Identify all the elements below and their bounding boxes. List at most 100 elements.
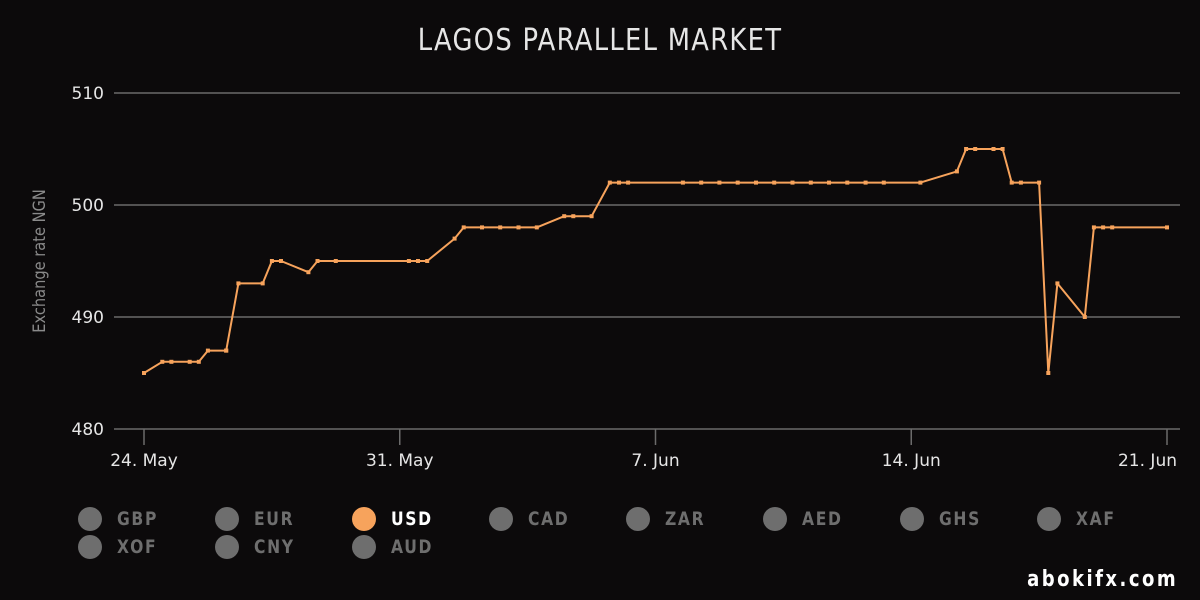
data-point[interactable] xyxy=(991,147,996,151)
data-point[interactable] xyxy=(160,359,165,364)
data-point[interactable] xyxy=(333,259,338,263)
data-point[interactable] xyxy=(954,169,959,174)
data-point[interactable] xyxy=(205,348,210,353)
data-point[interactable] xyxy=(680,180,685,185)
data-point[interactable] xyxy=(964,147,969,151)
data-point[interactable] xyxy=(571,214,576,219)
data-point[interactable] xyxy=(1009,180,1014,185)
legend-item-gbp[interactable]: GBP xyxy=(78,506,167,532)
grid-layer: 480 490 500 510 xyxy=(72,84,1180,440)
legend-label: XOF xyxy=(117,536,158,558)
data-point[interactable] xyxy=(607,180,612,185)
credit-watermark: abokifx.com xyxy=(1027,567,1178,592)
data-point[interactable] xyxy=(1165,225,1169,230)
data-point[interactable] xyxy=(142,371,146,375)
data-point[interactable] xyxy=(534,225,539,230)
data-point[interactable] xyxy=(1018,180,1023,185)
legend-marker-icon xyxy=(1037,507,1061,531)
data-point[interactable] xyxy=(516,225,521,230)
data-point[interactable] xyxy=(881,180,886,185)
x-tick-label: 24. May xyxy=(110,451,178,471)
data-point[interactable] xyxy=(315,259,320,263)
data-point[interactable] xyxy=(626,180,631,185)
legend-marker-icon xyxy=(352,535,376,559)
data-point[interactable] xyxy=(169,359,174,364)
legend-item-usd[interactable]: USD xyxy=(352,506,442,532)
data-point[interactable] xyxy=(196,359,201,364)
legend-item-cad[interactable]: CAD xyxy=(489,506,578,532)
data-point[interactable] xyxy=(236,281,241,286)
data-point[interactable] xyxy=(187,359,192,364)
legend-item-aed[interactable]: AED xyxy=(763,506,851,532)
data-point[interactable] xyxy=(425,259,430,263)
data-point[interactable] xyxy=(1055,281,1060,286)
legend-label: ZAR xyxy=(665,508,706,530)
data-point[interactable] xyxy=(306,270,311,275)
data-point[interactable] xyxy=(416,259,420,263)
legend-item-xof[interactable]: XOF xyxy=(78,534,166,560)
legend-item-xaf[interactable]: XAF xyxy=(1037,506,1124,532)
legend-label: CNY xyxy=(254,536,295,558)
data-point[interactable] xyxy=(224,348,229,353)
x-axis: 24. May 31. May 7. Jun 14. Jun 21. Jun xyxy=(110,429,1177,471)
data-point[interactable] xyxy=(589,214,594,219)
chart-title: LAGOS PARALLEL MARKET xyxy=(418,22,783,57)
data-point[interactable] xyxy=(808,180,813,185)
line-chart: LAGOS PARALLEL MARKET 480 490 500 510 24. M… xyxy=(29,22,1180,471)
legend-marker-icon xyxy=(489,507,513,531)
legend-label: EUR xyxy=(254,508,295,530)
x-tick-label: 14. Jun xyxy=(882,451,941,471)
legend-item-eur[interactable]: EUR xyxy=(215,506,303,532)
data-point[interactable] xyxy=(754,180,758,185)
legend-marker-icon xyxy=(215,535,239,559)
y-tick-label: 480 xyxy=(72,420,104,440)
data-point[interactable] xyxy=(562,214,567,219)
data-point[interactable] xyxy=(1091,225,1096,230)
data-point[interactable] xyxy=(699,180,704,185)
x-tick-label: 7. Jun xyxy=(631,451,679,471)
legend-label: USD xyxy=(391,508,433,530)
data-point[interactable] xyxy=(1110,225,1115,230)
legend-label: AED xyxy=(802,508,843,530)
x-tick-label: 31. May xyxy=(366,451,434,471)
data-point[interactable] xyxy=(480,225,484,230)
data-point[interactable] xyxy=(461,225,466,230)
data-point[interactable] xyxy=(498,225,503,230)
data-point[interactable] xyxy=(1000,147,1005,151)
data-point[interactable] xyxy=(1101,225,1106,230)
x-tick-label: 21. Jun xyxy=(1118,451,1177,471)
legend-item-ghs[interactable]: GHS xyxy=(900,506,990,532)
legend-item-aud[interactable]: AUD xyxy=(352,534,442,560)
data-point[interactable] xyxy=(1046,371,1051,375)
legend-marker-icon xyxy=(352,507,376,531)
legend-label: AUD xyxy=(391,536,434,558)
data-point[interactable] xyxy=(827,180,831,185)
y-axis-title: Exchange rate NGN xyxy=(29,189,49,333)
legend-marker-icon xyxy=(215,507,239,531)
data-point[interactable] xyxy=(772,180,777,185)
y-tick-label: 510 xyxy=(72,84,104,104)
legend-item-cny[interactable]: CNY xyxy=(215,534,304,560)
data-point[interactable] xyxy=(1082,315,1087,319)
y-tick-label: 500 xyxy=(72,196,104,216)
data-point[interactable] xyxy=(863,180,868,185)
data-point[interactable] xyxy=(1037,180,1042,185)
legend-label: CAD xyxy=(528,508,570,530)
data-point[interactable] xyxy=(406,259,411,263)
data-point[interactable] xyxy=(845,180,850,185)
data-point[interactable] xyxy=(973,147,978,151)
data-point[interactable] xyxy=(790,180,795,185)
legend-item-zar[interactable]: ZAR xyxy=(626,506,714,532)
series-usd[interactable] xyxy=(142,147,1169,375)
data-point[interactable] xyxy=(260,281,265,286)
data-point[interactable] xyxy=(279,259,283,263)
legend-marker-icon xyxy=(900,507,924,531)
data-point[interactable] xyxy=(452,236,457,241)
data-point[interactable] xyxy=(717,180,722,185)
data-point[interactable] xyxy=(617,180,621,185)
data-point[interactable] xyxy=(269,259,274,263)
legend-marker-icon xyxy=(78,535,102,559)
data-point[interactable] xyxy=(735,180,740,185)
data-point[interactable] xyxy=(918,180,923,185)
